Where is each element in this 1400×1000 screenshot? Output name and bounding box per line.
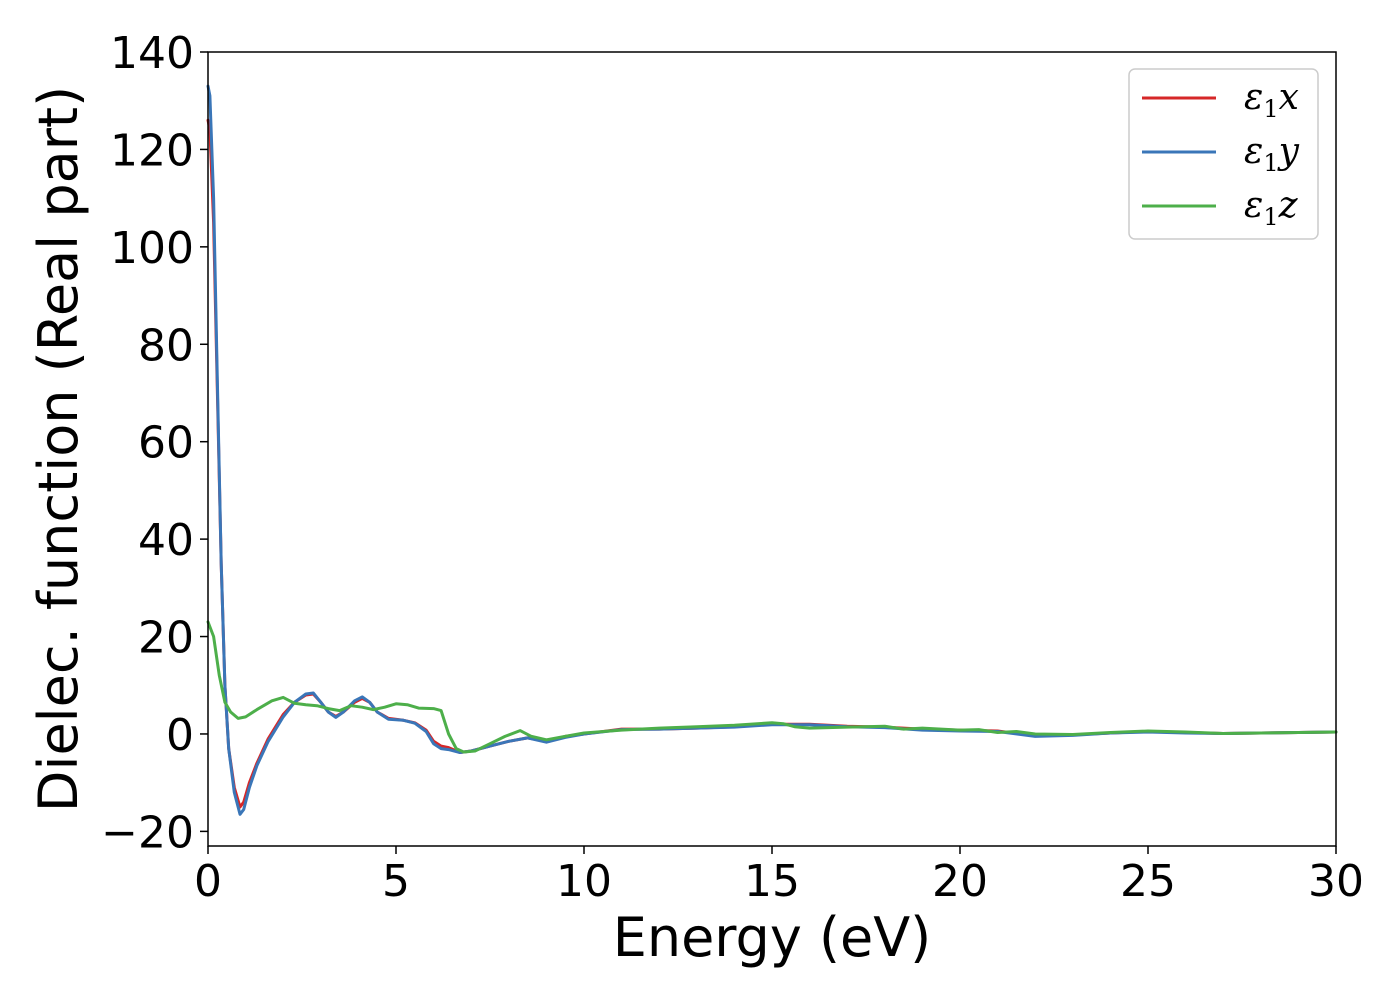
y-tick-label: 40 [138, 515, 194, 566]
y-tick-label: 20 [138, 613, 194, 664]
x-tick-label: 15 [744, 856, 800, 907]
x-tick-label: 30 [1308, 856, 1364, 907]
y-tick-label: −20 [101, 807, 194, 858]
legend-box [1128, 68, 1319, 240]
y-ticks: −20 0 20 40 60 80 100 120 140 [101, 28, 208, 858]
series-line-z [206, 620, 1338, 754]
y-tick-label: 120 [110, 125, 194, 176]
y-tick-label: 100 [110, 223, 194, 274]
legend: ε1x ε1y ε1z [1128, 68, 1319, 240]
legend-label-z: ε1z [1244, 185, 1299, 231]
y-tick-label: 140 [110, 28, 194, 79]
x-axis-label: Energy (eV) [613, 906, 932, 969]
x-tick-label: 5 [382, 856, 410, 907]
y-axis-label: Dielec. function (Real part) [27, 86, 90, 812]
series-layer [206, 84, 1338, 816]
legend-label-y: ε1y [1244, 131, 1300, 177]
y-tick-label: 80 [138, 320, 194, 371]
x-ticks: 0 5 10 15 20 25 30 [194, 846, 1364, 907]
legend-label-x: ε1x [1244, 77, 1299, 123]
x-tick-label: 25 [1120, 856, 1176, 907]
y-tick-label: 0 [166, 710, 194, 761]
x-tick-label: 10 [556, 856, 612, 907]
y-tick-label: 60 [138, 418, 194, 469]
x-tick-label: 0 [194, 856, 222, 907]
x-tick-label: 20 [932, 856, 988, 907]
